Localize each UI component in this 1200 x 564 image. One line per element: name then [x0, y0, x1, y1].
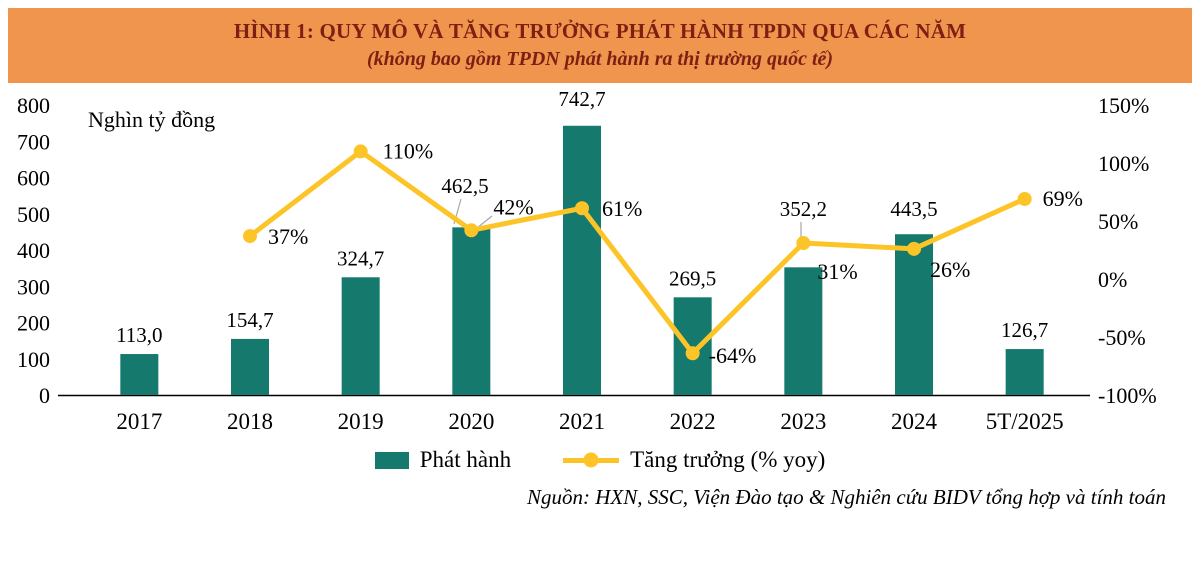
legend-label-issuance: Phát hành — [419, 447, 512, 472]
left-axis-unit-label: Nghìn tỷ đồng — [88, 107, 215, 132]
issuance-bar — [784, 267, 823, 395]
issuance-bar — [563, 125, 601, 396]
line-value-label: 110% — [383, 138, 434, 163]
growth-line — [247, 148, 1028, 356]
figure-subtitle: (không bao gồm TPDN phát hành ra thị trư… — [366, 48, 834, 70]
line-value-label: 61% — [602, 196, 642, 221]
bar-value-label: 154,7 — [226, 308, 273, 332]
x-axis-label: 2021 — [559, 409, 605, 434]
left-axis-tick-label: 300 — [17, 274, 50, 299]
bar-value-label: 126,7 — [1001, 318, 1048, 342]
left-axis-tick-label: 400 — [17, 238, 50, 263]
x-axis-label: 2023 — [780, 409, 826, 434]
right-axis-tick-label: 150% — [1098, 93, 1149, 118]
bar-value-label: 352,2 — [780, 197, 827, 221]
line-value-label: 69% — [1043, 186, 1083, 211]
line-value-label: 37% — [268, 224, 308, 249]
left-axis-tick-label: 800 — [17, 93, 50, 118]
line-value-label: 26% — [930, 257, 970, 282]
issuance-bar — [1005, 349, 1044, 395]
x-axis-label: 2018 — [227, 409, 273, 434]
left-axis-tick-label: 700 — [17, 129, 50, 154]
figure-title: HÌNH 1: QUY MÔ VÀ TĂNG TRƯỞNG PHÁT HÀNH … — [233, 19, 967, 43]
x-axis-label: 5T/2025 — [986, 409, 1064, 434]
bar-swatch-icon — [374, 451, 409, 469]
issuance-bar — [673, 297, 712, 395]
x-axis-label: 2020 — [448, 409, 494, 434]
left-axis-tick-label: 200 — [17, 311, 50, 336]
left-axis-tick-label: 500 — [17, 202, 50, 227]
legend-label-growth: Tăng trưởng (% yoy) — [630, 447, 826, 472]
bar-value-label: 742,7 — [558, 87, 605, 111]
right-axis-tick-label: 50% — [1098, 209, 1138, 234]
bar-value-label: 324,7 — [337, 246, 384, 270]
x-axis-label: 2024 — [891, 409, 938, 434]
line-marker-icon — [243, 229, 257, 244]
line-marker-icon — [575, 201, 589, 216]
x-axis-label: 2017 — [116, 409, 162, 434]
bar-value-label: 462,5 — [441, 174, 488, 198]
figure-header: HÌNH 1: QUY MÔ VÀ TĂNG TRƯỞNG PHÁT HÀNH … — [8, 8, 1192, 83]
line-value-label: 31% — [817, 259, 857, 284]
issuance-bar — [120, 354, 159, 395]
line-marker-icon — [907, 241, 921, 256]
line-swatch-icon — [563, 452, 620, 468]
legend-item-growth: Tăng trưởng (% yoy) — [563, 447, 825, 473]
issuance-bar — [895, 234, 933, 395]
bar-value-label: 113,0 — [116, 323, 162, 347]
left-axis-tick-label: 100 — [17, 347, 50, 372]
legend-item-issuance: Phát hành — [374, 447, 512, 473]
x-axis-label: 2022 — [670, 409, 716, 434]
label-leader-line — [476, 215, 493, 229]
line-value-label: 42% — [493, 194, 533, 219]
left-axis-tick-label: 0 — [39, 383, 50, 408]
bar-value-label: 269,5 — [669, 266, 716, 290]
source-note: Nguồn: HXN, SSC, Viện Đào tạo & Nghiên c… — [526, 485, 1166, 509]
combo-chart: 0 100 200 300 400 500 600 700 800 -100% -50% 0% 50% 1… — [17, 87, 1157, 434]
line-marker-icon — [353, 144, 368, 159]
line-marker-icon — [685, 346, 700, 361]
line-marker-icon — [1017, 191, 1032, 206]
issuance-bar — [341, 277, 380, 395]
issuance-bar — [452, 227, 491, 395]
issuance-bar — [231, 338, 269, 395]
right-axis-tick-label: -100% — [1098, 383, 1157, 408]
line-swatch-dot-icon — [583, 452, 599, 468]
line-marker-icon — [796, 236, 811, 251]
right-axis-tick-label: 100% — [1098, 151, 1149, 176]
figure-container: HÌNH 1: QUY MÔ VÀ TĂNG TRƯỞNG PHÁT HÀNH … — [0, 8, 1200, 564]
x-axis-label: 2019 — [338, 409, 384, 434]
right-axis-tick-label: -50% — [1098, 325, 1146, 350]
line-value-label: -64% — [709, 343, 757, 368]
chart-legend: Phát hành Tăng trưởng (% yoy) — [0, 447, 1200, 473]
line-marker-icon — [464, 223, 479, 238]
bar-value-label: 443,5 — [890, 197, 937, 221]
left-axis-tick-label: 600 — [17, 166, 50, 191]
right-axis-tick-label: 0% — [1098, 267, 1127, 292]
